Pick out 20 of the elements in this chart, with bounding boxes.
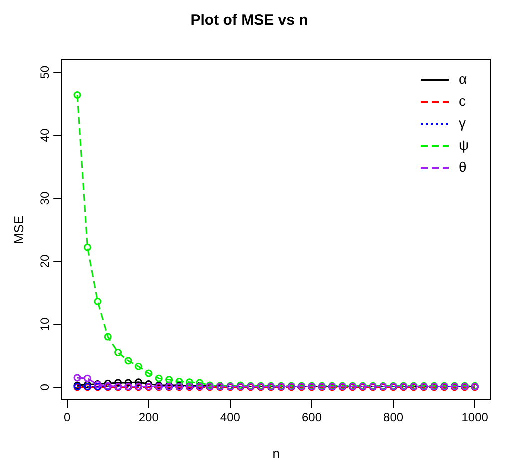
x-tick-label: 400 bbox=[220, 410, 241, 425]
y-axis-title: MSE bbox=[11, 216, 26, 244]
y-tick-label: 30 bbox=[38, 192, 52, 206]
legend-label: α bbox=[459, 70, 468, 87]
legend-label: c bbox=[459, 92, 466, 109]
legend-label: γ bbox=[459, 114, 466, 131]
y-tick-label: 10 bbox=[38, 317, 52, 332]
y-tick-label: 40 bbox=[38, 128, 52, 142]
chart-title: Plot of MSE vs n bbox=[190, 12, 308, 30]
legend-label: ψ bbox=[459, 136, 469, 153]
x-tick-label: 800 bbox=[384, 410, 404, 425]
x-tick-label: 600 bbox=[302, 410, 322, 425]
x-tick-label: 0 bbox=[64, 410, 71, 425]
y-tick-label: 20 bbox=[38, 254, 52, 268]
x-tick-label: 200 bbox=[138, 410, 160, 425]
x-axis-title: n bbox=[272, 446, 280, 461]
y-tick-label: 0 bbox=[38, 384, 52, 391]
x-tick-label: 1000 bbox=[462, 410, 489, 425]
legend-label: θ bbox=[459, 158, 467, 175]
y-tick-label: 50 bbox=[38, 66, 52, 80]
